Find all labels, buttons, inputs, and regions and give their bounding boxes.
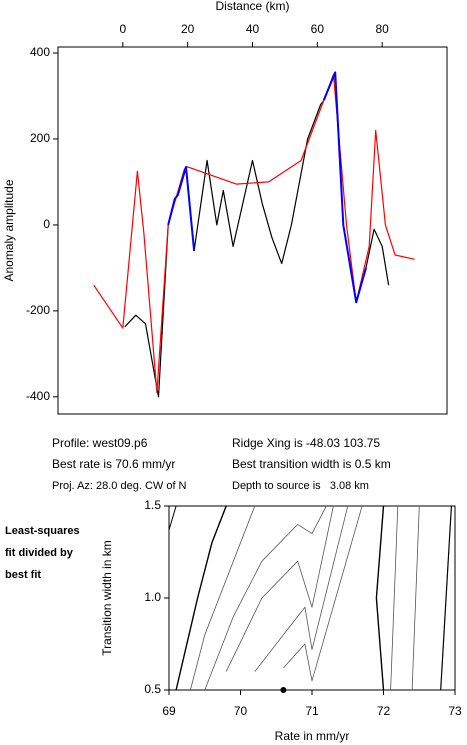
profile-line xyxy=(124,71,390,398)
contour-line xyxy=(204,505,327,691)
x-tick-label: 69 xyxy=(162,704,176,718)
y-tick-label: 0.5 xyxy=(144,682,161,696)
contour-line xyxy=(225,505,334,672)
x-tick-label: 70 xyxy=(234,704,248,718)
x-tick-label: 73 xyxy=(448,704,462,718)
y-tick-label: 1.5 xyxy=(144,498,161,512)
profile-line xyxy=(167,71,367,304)
profile-line xyxy=(93,73,415,394)
y-tick-label: 1.0 xyxy=(144,590,161,604)
y-tick-label: 400 xyxy=(30,45,50,59)
info-text: Profile: west09.p6 xyxy=(52,436,148,450)
x-axis-title: Rate in mm/yr xyxy=(275,729,350,743)
y-tick-label: -400 xyxy=(26,389,50,403)
info-text: Proj. Az: 28.0 deg. CW of N xyxy=(52,480,187,492)
contour-line xyxy=(440,505,452,691)
info-text: Ridge Xing is -48.03 103.75 xyxy=(232,436,380,450)
y-axis-title: Transition width in km xyxy=(100,540,114,656)
contour-line xyxy=(168,505,177,531)
best-fit-point xyxy=(280,687,287,693)
contour-line xyxy=(254,505,349,672)
x-tick-label: 40 xyxy=(246,22,260,36)
x-tick-label: 80 xyxy=(375,22,389,36)
contour-line xyxy=(175,505,227,691)
plot-frame xyxy=(57,46,448,415)
x-tick-label: 72 xyxy=(377,704,391,718)
note: fit divided by xyxy=(5,547,74,559)
contour-line xyxy=(375,505,385,691)
info-text: Depth to source is 3.08 km xyxy=(232,480,369,492)
contour-line xyxy=(283,505,363,682)
y-tick-label: -200 xyxy=(26,303,50,317)
contour-line xyxy=(190,505,256,691)
note: Least-squares xyxy=(5,525,80,537)
x-tick-label: 60 xyxy=(311,22,325,36)
x-axis-title: Distance (km) xyxy=(215,0,289,13)
x-tick-label: 20 xyxy=(181,22,195,36)
y-tick-label: 200 xyxy=(30,131,50,145)
y-axis-title: Anomaly amplitude xyxy=(2,179,16,281)
info-text: Best rate is 70.6 mm/yr xyxy=(52,457,175,471)
x-tick-label: 71 xyxy=(305,704,319,718)
x-tick-label: 0 xyxy=(119,22,126,36)
y-tick-label: 0 xyxy=(43,217,50,231)
contour-line xyxy=(390,505,399,691)
info-text: Best transition width is 0.5 km xyxy=(232,457,391,471)
contour-line xyxy=(411,505,420,691)
note: best fit xyxy=(5,569,41,581)
